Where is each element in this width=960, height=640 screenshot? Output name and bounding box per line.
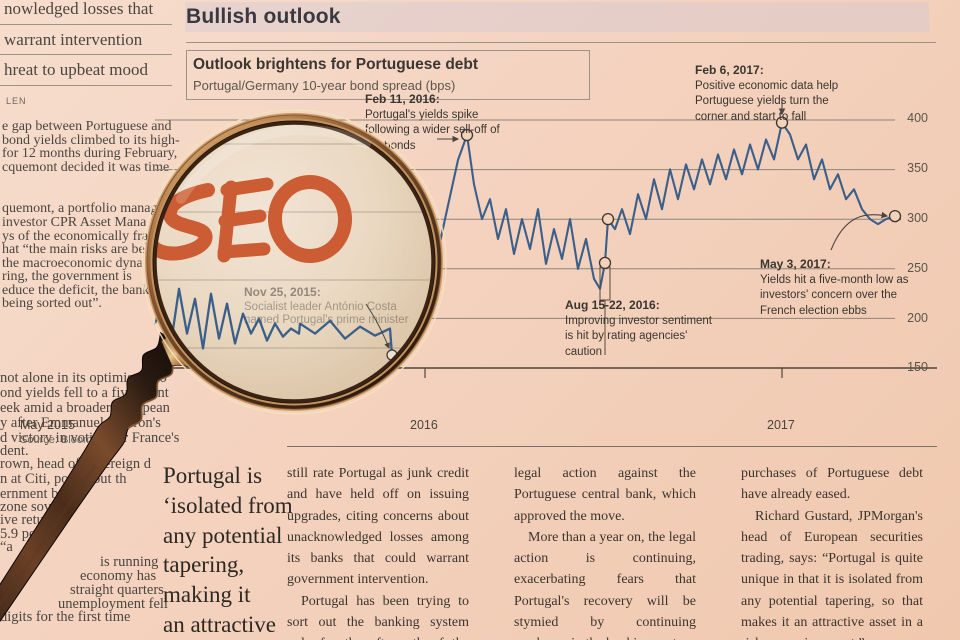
svg-text:Nov 25, 2015:: Nov 25, 2015:	[244, 285, 321, 299]
svg-text:Socialist leader António Costa: Socialist leader António Costa	[244, 301, 397, 313]
